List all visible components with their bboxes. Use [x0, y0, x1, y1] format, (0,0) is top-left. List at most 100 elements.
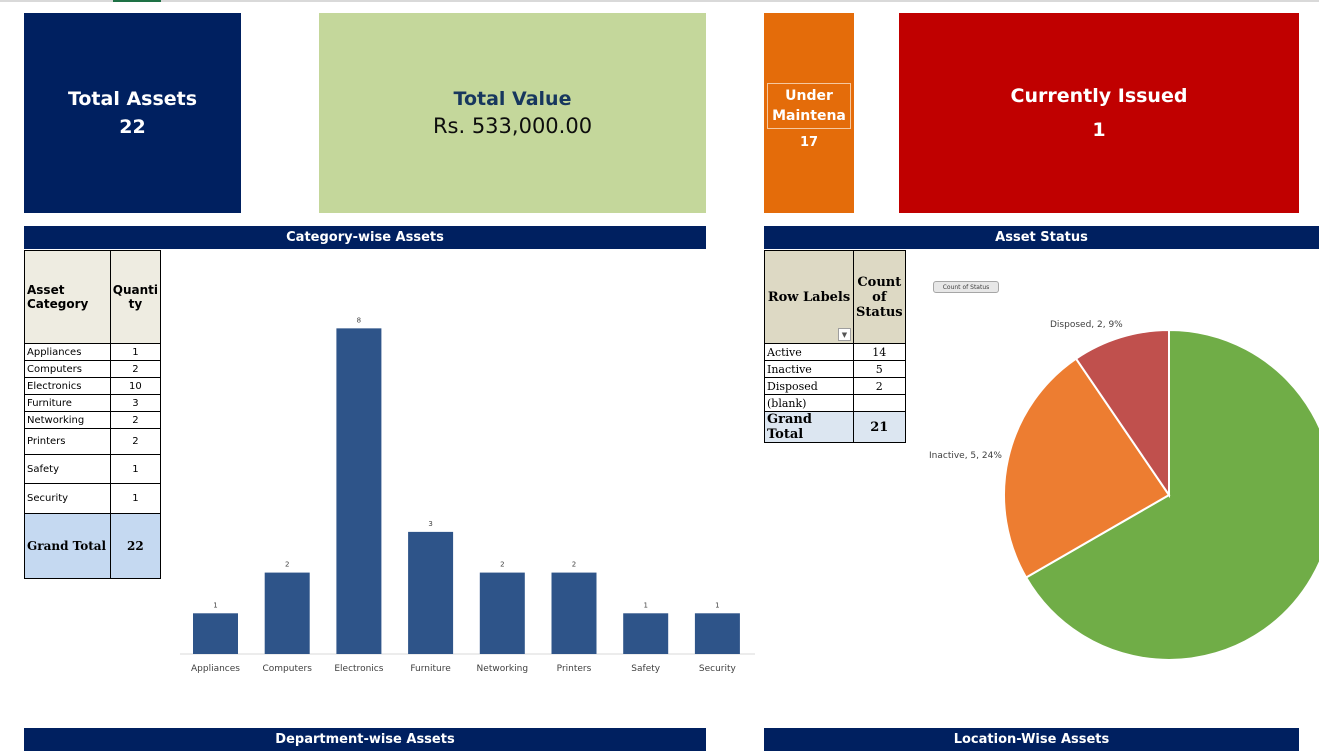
x-tick-label: Appliances — [191, 664, 240, 674]
pie-data-label: Inactive, 5, 24% — [929, 451, 1002, 461]
x-tick-label: Computers — [262, 664, 312, 674]
category-cell[interactable]: Safety — [24, 454, 111, 484]
row-labels-text: Row Labels — [767, 289, 851, 305]
header-asset-category[interactable]: Asset Category — [24, 250, 111, 344]
table-row: Safety 1 — [24, 454, 162, 484]
category-cell[interactable]: Appliances — [24, 343, 111, 361]
bar[interactable] — [694, 613, 740, 654]
status-table-header: Row Labels ▼ Count of Status — [764, 250, 906, 344]
bar-data-label: 2 — [572, 561, 576, 569]
table-row: Computers 2 — [24, 360, 162, 378]
bar-data-label: 1 — [715, 601, 719, 609]
x-tick-label: Electronics — [334, 664, 383, 674]
bar[interactable] — [264, 572, 310, 654]
qty-cell[interactable]: 1 — [109, 454, 162, 484]
category-cell[interactable]: Furniture — [24, 394, 111, 412]
count-of-status-field-button[interactable]: Count of Status — [933, 281, 999, 293]
grand-total-label[interactable]: Grand Total — [24, 513, 111, 579]
bar-data-label: 1 — [213, 601, 217, 609]
grand-total-row: Grand Total 22 — [24, 513, 162, 579]
qty-cell[interactable]: 2 — [109, 360, 162, 378]
header-count-of-status[interactable]: Count of Status — [853, 250, 906, 344]
table-row: Disposed 2 — [764, 377, 906, 395]
currently-issued-label: Currently Issued — [1010, 85, 1188, 107]
under-maintenance-label: Under Maintena — [767, 82, 851, 129]
bar[interactable] — [193, 613, 238, 654]
status-grand-total-row: Grand Total 21 — [764, 411, 906, 443]
status-label-cell[interactable]: (blank) — [764, 394, 854, 412]
status-label-cell[interactable]: Active — [764, 343, 854, 361]
pie-slice[interactable] — [1074, 328, 1170, 499]
category-cell[interactable]: Computers — [24, 360, 111, 378]
category-cell[interactable]: Security — [24, 483, 111, 514]
total-assets-label: Total Assets — [67, 88, 198, 110]
x-tick-label: Security — [699, 664, 737, 674]
bar-data-label: 3 — [428, 520, 432, 528]
table-row: Appliances 1 — [24, 343, 162, 361]
location-section-header: Location-Wise Assets — [764, 728, 1299, 751]
bar-data-label: 2 — [285, 561, 289, 569]
header-quantity[interactable]: Quanti ty — [109, 250, 162, 344]
total-assets-value: 22 — [119, 116, 146, 138]
qty-cell[interactable]: 10 — [109, 377, 162, 395]
qty-cell[interactable]: 3 — [109, 394, 162, 412]
filter-dropdown-icon[interactable]: ▼ — [838, 328, 851, 341]
table-row: Furniture 3 — [24, 394, 162, 412]
bar[interactable] — [623, 613, 669, 654]
total-value-label: Total Value — [453, 88, 572, 110]
currently-issued-card: Currently Issued 1 — [899, 13, 1299, 213]
bar[interactable] — [479, 572, 525, 654]
status-label-cell[interactable]: Disposed — [764, 377, 854, 395]
table-row: (blank) — [764, 394, 906, 412]
currently-issued-value: 1 — [1092, 119, 1106, 141]
total-assets-card: Total Assets 22 — [24, 13, 241, 213]
bar[interactable] — [551, 572, 597, 654]
category-cell[interactable]: Printers — [24, 428, 111, 455]
category-bar-chart[interactable]: 1 Appliances 2 Computers 8 Electronics 3 Furnit… — [180, 285, 760, 685]
category-pivot-table: Asset Category Quanti ty Appliances 1 Com… — [24, 250, 162, 579]
under-maintenance-value: 17 — [799, 134, 819, 150]
x-tick-label: Furniture — [410, 664, 451, 674]
under-maintenance-card: Under Maintena 17 — [764, 13, 854, 213]
table-row: Networking 2 — [24, 411, 162, 429]
category-cell[interactable]: Networking — [24, 411, 111, 429]
table-row: Active 14 — [764, 343, 906, 361]
status-count-cell[interactable] — [853, 394, 906, 412]
bar-data-label: 1 — [643, 601, 647, 609]
qty-cell[interactable]: 1 — [109, 483, 162, 514]
x-tick-label: Printers — [557, 664, 592, 674]
status-count-cell[interactable]: 14 — [853, 343, 906, 361]
header-row-labels[interactable]: Row Labels ▼ — [764, 250, 854, 344]
x-tick-label: Safety — [631, 664, 660, 674]
grand-total-value[interactable]: 22 — [109, 513, 162, 579]
pie-slice[interactable] — [1024, 328, 1319, 661]
category-cell[interactable]: Electronics — [24, 377, 111, 395]
status-label-cell[interactable]: Inactive — [764, 360, 854, 378]
table-row: Printers 2 — [24, 428, 162, 455]
category-table-header: Asset Category Quanti ty — [24, 250, 162, 344]
active-sheet-indicator — [113, 0, 161, 2]
qty-cell[interactable]: 1 — [109, 343, 162, 361]
sheet-top-border — [0, 0, 1319, 2]
category-section-header: Category-wise Assets — [24, 226, 706, 249]
pie-data-label: Disposed, 2, 9% — [1050, 320, 1123, 330]
status-pivot-table: Row Labels ▼ Count of Status Active 14 In… — [764, 250, 906, 443]
table-row: Security 1 — [24, 483, 162, 514]
department-section-header: Department-wise Assets — [24, 728, 706, 751]
qty-cell[interactable]: 2 — [109, 411, 162, 429]
table-row: Electronics 10 — [24, 377, 162, 395]
status-count-cell[interactable]: 2 — [853, 377, 906, 395]
bar-data-label: 2 — [500, 561, 504, 569]
pie-slice[interactable] — [1003, 357, 1171, 579]
bar[interactable] — [408, 531, 454, 654]
asset-status-pie-chart[interactable]: Inactive, 5, 24% Disposed, 2, 9% — [900, 300, 1319, 680]
total-value-card: Total Value Rs. 533,000.00 — [319, 13, 706, 213]
status-grand-total-label[interactable]: Grand Total — [764, 411, 854, 443]
status-count-cell[interactable]: 5 — [853, 360, 906, 378]
x-tick-label: Networking — [477, 664, 529, 674]
total-value-amount: Rs. 533,000.00 — [432, 114, 593, 138]
qty-cell[interactable]: 2 — [109, 428, 162, 455]
status-grand-total-value[interactable]: 21 — [853, 411, 906, 443]
status-section-header: Asset Status — [764, 226, 1319, 249]
bar[interactable] — [336, 328, 382, 654]
